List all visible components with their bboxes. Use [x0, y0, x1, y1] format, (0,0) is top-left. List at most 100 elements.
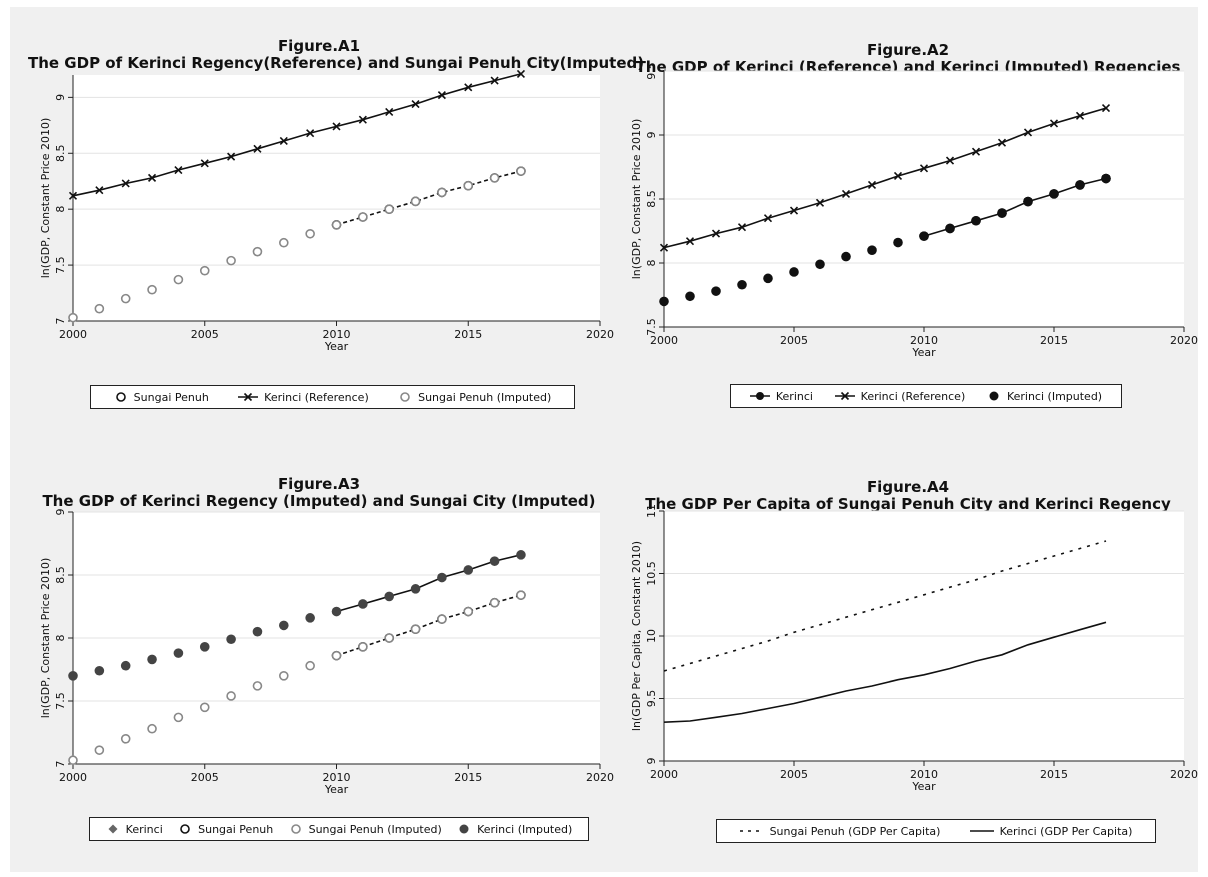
chart-a2-svg: 7.5 8 8.5 9 9.5 2000 2005 2010 2015 2020 Year ln(GD…	[630, 62, 1198, 359]
y-tick-label: 7.5	[54, 692, 67, 710]
x-axis-label: Year	[911, 780, 936, 793]
y-tick-label: 8.5	[54, 566, 67, 584]
data-point-marker	[1049, 119, 1059, 128]
data-point-marker	[463, 180, 474, 191]
data-point-marker	[199, 702, 210, 713]
x-tick-label: 2015	[1040, 768, 1068, 781]
data-point-marker	[358, 212, 368, 222]
data-point-marker	[173, 712, 184, 723]
y-tick-label: 8	[645, 260, 658, 267]
legend-item: Kerinci (GDP Per Capita)	[969, 824, 1133, 838]
x-axis-label: Year	[911, 346, 936, 359]
legend-label: Sungai Penuh (Imputed)	[308, 822, 442, 836]
legend-label: Kerinci	[775, 389, 813, 403]
legend-label: Kerinci (Reference)	[860, 389, 966, 403]
data-point-marker	[789, 267, 799, 277]
y-tick-label: 11	[645, 504, 658, 518]
data-point-marker	[737, 223, 747, 232]
y-axis-label: ln(GDP, Constant Price 2010)	[39, 558, 52, 719]
series-line	[663, 621, 1107, 723]
data-point-marker	[305, 613, 315, 623]
data-point-marker	[867, 245, 877, 255]
chart-title: Figure.A1	[277, 37, 361, 55]
data-point-marker	[68, 755, 78, 766]
chart-a1-svg: 7 7.5 8 8.5 9 2000 2005 2010 2015 2020 Year ln(GDP,…	[39, 69, 614, 353]
data-point-marker	[279, 136, 288, 146]
data-point-marker	[516, 550, 526, 560]
chart-title: Figure.A2	[866, 41, 950, 59]
y-tick-label: 9.5	[645, 690, 658, 708]
series-line	[663, 107, 1107, 249]
data-point-marker	[68, 191, 78, 200]
data-point-marker	[685, 237, 695, 246]
data-point-marker	[1101, 173, 1111, 184]
data-point-marker	[95, 186, 104, 195]
chart-a3-svg: 7 7.5 8 8.5 9 2000 2005 2010 2015 2020 Year ln(GDP,…	[39, 509, 614, 797]
y-tick-label: 9	[54, 94, 67, 101]
data-point-marker	[94, 665, 105, 676]
y-tick-label: 8	[54, 635, 67, 642]
x-tick-label: 2000	[650, 768, 678, 781]
legend-item: Sungai Penuh (GDP Per Capita)	[739, 824, 941, 838]
chart-legend: Kerinci Kerinci (Reference) Kerinci (Imp…	[730, 384, 1122, 408]
data-point-marker	[121, 179, 130, 188]
y-tick-label: 9	[54, 509, 67, 516]
chart-legend: Sungai Penuh Kerinci (Reference) Sungai …	[90, 385, 575, 409]
data-point-marker	[711, 286, 721, 296]
y-tick-label: 8.5	[645, 190, 658, 208]
x-tick-label: 2000	[59, 771, 87, 784]
data-point-marker	[68, 671, 78, 681]
data-point-marker	[226, 255, 236, 266]
y-tick-label: 10.5	[645, 561, 658, 586]
y-tick-label: 9.5	[645, 62, 658, 80]
data-point-marker	[306, 129, 315, 138]
x-tick-label: 2020	[1170, 334, 1198, 347]
data-point-marker	[789, 206, 799, 215]
data-point-marker	[253, 144, 262, 153]
x-axis-label: Year	[324, 783, 349, 796]
data-point-marker	[173, 648, 184, 658]
panel-figure-a3: Figure.A3 The GDP of Kerinci Regency (Im…	[28, 475, 614, 856]
x-tick-label: 2020	[586, 328, 614, 341]
x-tick-label: 2015	[454, 771, 482, 784]
chart-a4-svg: 9 9.5 10 10.5 11 2000 2005 2010 2015 2020 Year ln(G…	[630, 504, 1198, 793]
data-point-marker	[68, 312, 78, 323]
x-tick-label: 2010	[323, 328, 351, 341]
data-point-marker	[841, 189, 851, 198]
data-point-marker	[1023, 128, 1033, 137]
data-point-marker	[174, 165, 183, 175]
panel-figure-a4: Figure.A4 The GDP Per Capita of Sungai P…	[624, 478, 1198, 859]
y-tick-label: 7.5	[54, 256, 67, 274]
data-point-marker	[841, 251, 851, 262]
plot-area	[73, 75, 600, 321]
legend-label: Kerinci (Imputed)	[1006, 389, 1103, 403]
x-tick-label: 2000	[59, 328, 87, 341]
x-tick-label: 2005	[191, 328, 219, 341]
data-point-marker	[358, 599, 368, 609]
chart-subtitle: The GDP of Kerinci Regency (Imputed) and…	[42, 492, 596, 510]
legend-item: Sungai Penuh	[178, 823, 273, 836]
chart-title: Figure.A3	[277, 475, 361, 493]
data-point-marker	[919, 164, 929, 173]
data-point-marker	[685, 291, 695, 302]
legend-item: Sungai Penuh	[114, 391, 209, 404]
data-point-marker	[358, 115, 367, 124]
data-point-marker	[331, 606, 342, 617]
figure-canvas: Figure.A1 The GDP of Kerinci Regency(Ref…	[10, 7, 1198, 872]
data-point-marker	[147, 654, 157, 665]
data-point-marker	[147, 173, 157, 182]
series-line	[72, 73, 522, 197]
chart-title: Figure.A4	[866, 478, 950, 496]
data-point-marker	[252, 626, 263, 637]
x-tick-label: 2005	[191, 771, 219, 784]
x-tick-label: 2010	[910, 768, 938, 781]
data-point-marker	[516, 69, 526, 78]
y-axis-label: ln(GDP Per Capita, Constant 2010)	[630, 541, 643, 731]
legend-label: Sungai Penuh (GDP Per Capita)	[769, 824, 941, 838]
x-tick-label: 2010	[323, 771, 351, 784]
data-point-marker	[332, 122, 341, 131]
data-point-marker	[120, 733, 131, 744]
legend-label: Kerinci (Reference)	[264, 390, 369, 404]
y-tick-label: 7.5	[645, 318, 658, 336]
legend-label: Kerinci (GDP Per Capita)	[999, 824, 1133, 838]
